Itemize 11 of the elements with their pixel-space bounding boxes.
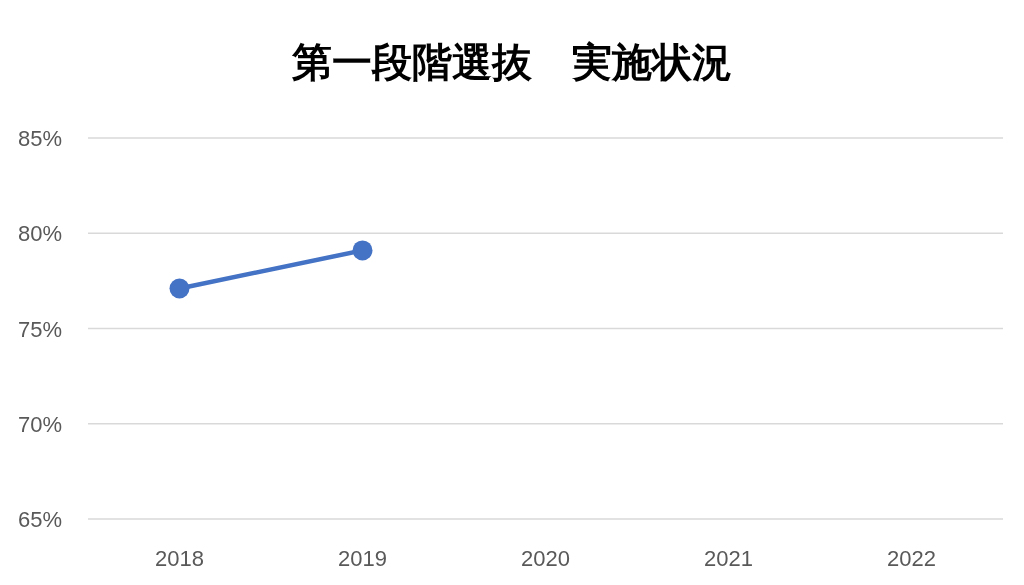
xtick: 2019 xyxy=(338,546,387,571)
ytick: 75% xyxy=(17,316,62,342)
xtick: 2020 xyxy=(521,546,570,571)
ytick: 70% xyxy=(17,411,62,437)
ytick: 85% xyxy=(17,126,62,151)
ytick: 80% xyxy=(17,221,62,247)
xtick: 2021 xyxy=(704,546,753,571)
ytick: 65% xyxy=(17,507,62,532)
xtick: 2018 xyxy=(155,546,204,571)
xtick: 2022 xyxy=(887,546,936,571)
title: 第一段階選抜 実施状況 xyxy=(292,40,732,84)
